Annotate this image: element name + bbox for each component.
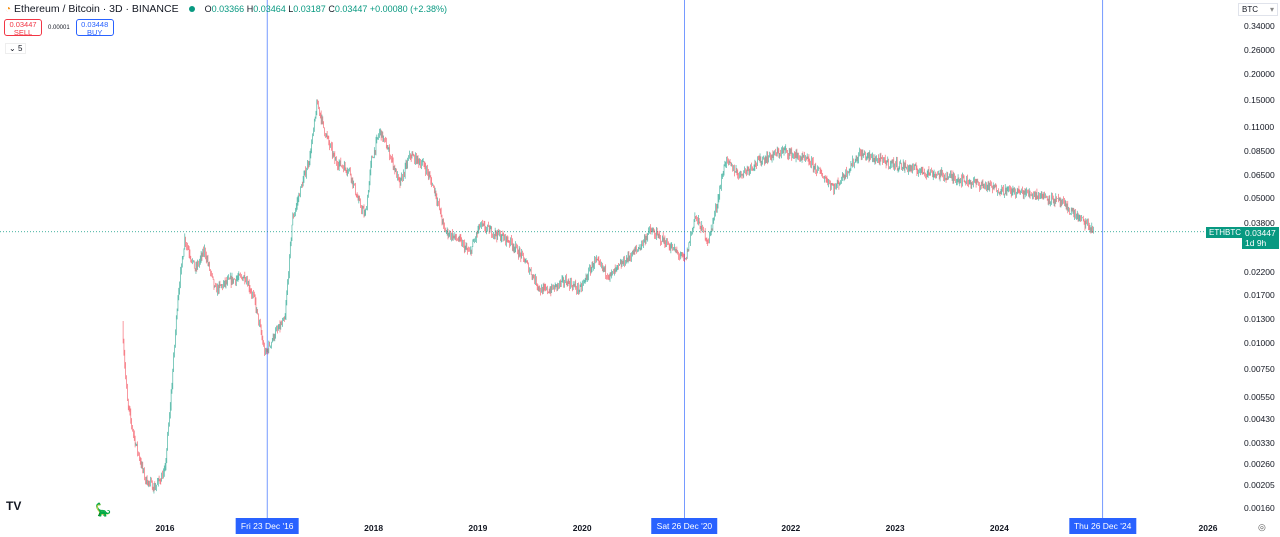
- price-chart[interactable]: [0, 0, 1240, 537]
- ohlc-values: O0.03366 H0.03464 L0.03187 C0.03447 +0.0…: [204, 4, 447, 14]
- price-tick-label: 0.00550: [1244, 391, 1275, 402]
- price-tick-label: 0.02200: [1244, 267, 1275, 278]
- price-tick-label: 0.00205: [1244, 480, 1275, 491]
- sell-button[interactable]: 0.03447 SELL: [4, 19, 42, 37]
- time-tick-label: 2018: [364, 523, 384, 533]
- price-tick-label: 0.20000: [1244, 68, 1275, 79]
- time-tick-label: 2019: [468, 523, 488, 533]
- tradingview-logo-icon[interactable]: TV: [6, 499, 22, 513]
- time-tick-label: 2016: [155, 523, 175, 533]
- time-tick-label: 2024: [989, 523, 1009, 533]
- ethereum-logo-icon: ◔: [5, 3, 12, 15]
- dinosaur-icon[interactable]: 🦕: [95, 502, 112, 517]
- date-marker-label: Fri 23 Dec '16: [235, 518, 299, 534]
- buy-button[interactable]: 0.03448 BUY: [75, 19, 114, 37]
- indicators-toggle[interactable]: ⌄ 5: [5, 43, 27, 54]
- currency-select[interactable]: BTC ▾: [1238, 3, 1278, 16]
- trade-panel: 0.03447 SELL 0.00001 0.03448 BUY: [4, 19, 114, 37]
- time-tick-label: 2020: [572, 523, 592, 533]
- spread-value: 0.00001: [48, 24, 70, 31]
- time-tick-label: 2022: [781, 523, 801, 533]
- symbol-title[interactable]: Ethereum / Bitcoin · 3D · BINANCE: [14, 3, 179, 15]
- price-tick-label: 0.01700: [1244, 290, 1275, 301]
- time-tick-label: 2023: [885, 523, 905, 533]
- price-tick-label: 0.00160: [1244, 502, 1275, 513]
- price-tick-label: 0.00430: [1244, 413, 1275, 424]
- price-tick-label: 0.34000: [1244, 21, 1275, 31]
- price-tick-label: 0.00750: [1244, 363, 1275, 374]
- price-tick-label: 0.26000: [1244, 45, 1275, 56]
- price-tick-label: 0.01300: [1244, 314, 1275, 325]
- price-tick-label: 0.06500: [1244, 169, 1275, 180]
- symbol-header: ◔ Ethereum / Bitcoin · 3D · BINANCE O0.0…: [5, 3, 447, 15]
- date-marker-label: Thu 26 Dec '24: [1068, 518, 1137, 534]
- price-tick-label: 0.03800: [1244, 218, 1275, 228]
- chevron-down-icon: ▾: [1269, 5, 1274, 14]
- price-tick-label: 0.15000: [1244, 94, 1275, 105]
- price-tick-label: 0.08500: [1244, 145, 1275, 156]
- price-tick-label: 0.00260: [1244, 459, 1275, 470]
- time-tick-label: 2026: [1198, 523, 1218, 533]
- last-price-label: 0.03447 1d 9h: [1242, 227, 1279, 249]
- price-tick-label: 0.00330: [1244, 437, 1275, 448]
- market-status-icon: [188, 6, 195, 12]
- symbol-price-label: ETHBTC: [1206, 227, 1244, 238]
- price-tick-label: 0.11000: [1244, 122, 1275, 133]
- settings-icon[interactable]: ◎: [1258, 522, 1266, 532]
- price-tick-label: 0.05000: [1244, 193, 1275, 204]
- price-tick-label: 0.01000: [1244, 338, 1275, 349]
- date-marker-label: Sat 26 Dec '20: [651, 518, 718, 534]
